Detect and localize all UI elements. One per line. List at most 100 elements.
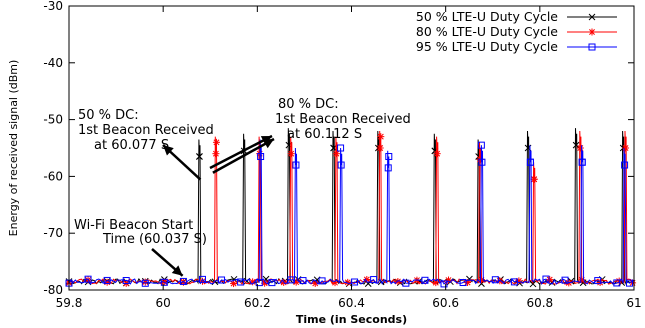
- marker-square: [370, 276, 378, 284]
- annotation-arrowhead: [262, 139, 274, 149]
- marker-square: [141, 279, 149, 287]
- marker-square: [613, 279, 621, 287]
- marker-star: [588, 28, 596, 36]
- marker-star: [530, 175, 538, 183]
- marker-x: [529, 280, 537, 288]
- marker-star: [230, 280, 238, 288]
- marker-star: [377, 133, 385, 141]
- marker-square: [287, 276, 295, 284]
- annotation-arrowhead: [163, 145, 174, 156]
- marker-square: [491, 276, 499, 284]
- y-tick-label: -30: [43, 0, 63, 13]
- marker-square: [402, 279, 410, 287]
- annotation-arrowhead: [171, 265, 183, 276]
- annotation-text-line: Time (60.037 S): [102, 232, 207, 247]
- annotation-text-line: 80 % DC:: [278, 97, 339, 112]
- x-tick-label: 60: [156, 296, 171, 310]
- x-tick-label: 61: [626, 296, 641, 310]
- marker-star: [376, 144, 384, 152]
- marker-square: [237, 278, 245, 286]
- annotation-text-line: 1st Beacon Received: [78, 123, 214, 138]
- series-line: [68, 139, 635, 286]
- marker-star: [615, 277, 623, 285]
- marker-square: [621, 161, 629, 169]
- marker-star: [433, 150, 441, 158]
- marker-square: [478, 158, 486, 166]
- x-tick-label: 60.6: [432, 296, 459, 310]
- annotation-arrow-line: [209, 134, 273, 170]
- marker-x: [588, 13, 596, 21]
- x-tick-label: 60.2: [244, 296, 271, 310]
- axes-layer: 59.8 60 60.2 60.4 60.6 60.8 61 -30 -40 -50 -60 -70 -…: [43, 0, 641, 310]
- marker-square: [299, 277, 307, 285]
- marker-square: [160, 278, 168, 286]
- series-80-trace: [65, 130, 637, 288]
- x-tick-label: 60.4: [338, 296, 365, 310]
- marker-x: [572, 141, 580, 149]
- y-tick-label: -70: [43, 226, 63, 240]
- marker-square: [384, 164, 392, 172]
- marker-star: [311, 279, 319, 287]
- series-line: [68, 130, 634, 285]
- marker-square: [588, 43, 596, 51]
- legend-label: 95 % LTE-U Duty Cycle: [416, 39, 558, 54]
- annotation-arrow-line: [212, 137, 275, 174]
- legend-label: 50 % LTE-U Duty Cycle: [416, 9, 558, 24]
- marker-square: [103, 276, 111, 284]
- marker-square: [385, 153, 393, 161]
- x-tick-label: 60.8: [526, 296, 553, 310]
- marker-square: [626, 279, 634, 287]
- marker-star: [576, 144, 584, 152]
- marker-square: [477, 141, 485, 149]
- annotation-text-line: 50 % DC:: [78, 108, 139, 123]
- marker-square: [421, 276, 429, 284]
- marker-square: [510, 278, 518, 286]
- marker-x: [196, 153, 203, 160]
- marker-square: [337, 144, 345, 152]
- y-tick-label: -60: [43, 169, 63, 183]
- annotation-text-line: at 60.112 S: [287, 127, 362, 142]
- series-layer: [65, 128, 637, 288]
- legend-label: 80 % LTE-U Duty Cycle: [416, 24, 558, 39]
- marker-square: [179, 277, 187, 285]
- marker-square: [218, 276, 226, 284]
- annotation-text-line: at 60.077 S: [94, 138, 169, 153]
- marker-star: [546, 276, 554, 284]
- marker-square: [578, 158, 586, 166]
- x-axis-label: Time (in Seconds): [296, 313, 407, 326]
- marker-star: [212, 138, 220, 146]
- y-tick-label: -50: [43, 113, 63, 127]
- marker-square: [459, 279, 467, 287]
- x-tick-label: 59.8: [56, 296, 83, 310]
- y-tick-label: -80: [43, 283, 63, 297]
- marker-square: [351, 278, 359, 286]
- annotation-text-line: 1st Beacon Received: [275, 112, 411, 127]
- marker-square: [542, 275, 550, 283]
- marker-square: [198, 275, 206, 283]
- marker-square: [257, 153, 265, 161]
- marker-star: [622, 144, 630, 152]
- marker-square: [84, 275, 92, 283]
- marker-square: [318, 277, 326, 285]
- annotation-text-line: Wi-Fi Beacon Start: [74, 218, 193, 233]
- y-axis-label: Energy of received signal (dBm): [7, 60, 20, 237]
- marker-square: [337, 161, 345, 169]
- marker-star: [212, 150, 220, 158]
- marker-square: [594, 277, 602, 285]
- marker-star: [287, 150, 295, 158]
- marker-star: [363, 275, 371, 283]
- marker-square: [440, 280, 448, 288]
- marker-square: [268, 279, 276, 287]
- marker-square: [526, 158, 534, 166]
- marker-square: [292, 161, 300, 169]
- marker-star: [332, 150, 340, 158]
- marker-square: [255, 279, 263, 287]
- marker-square: [561, 276, 569, 284]
- y-tick-label: -40: [43, 56, 63, 70]
